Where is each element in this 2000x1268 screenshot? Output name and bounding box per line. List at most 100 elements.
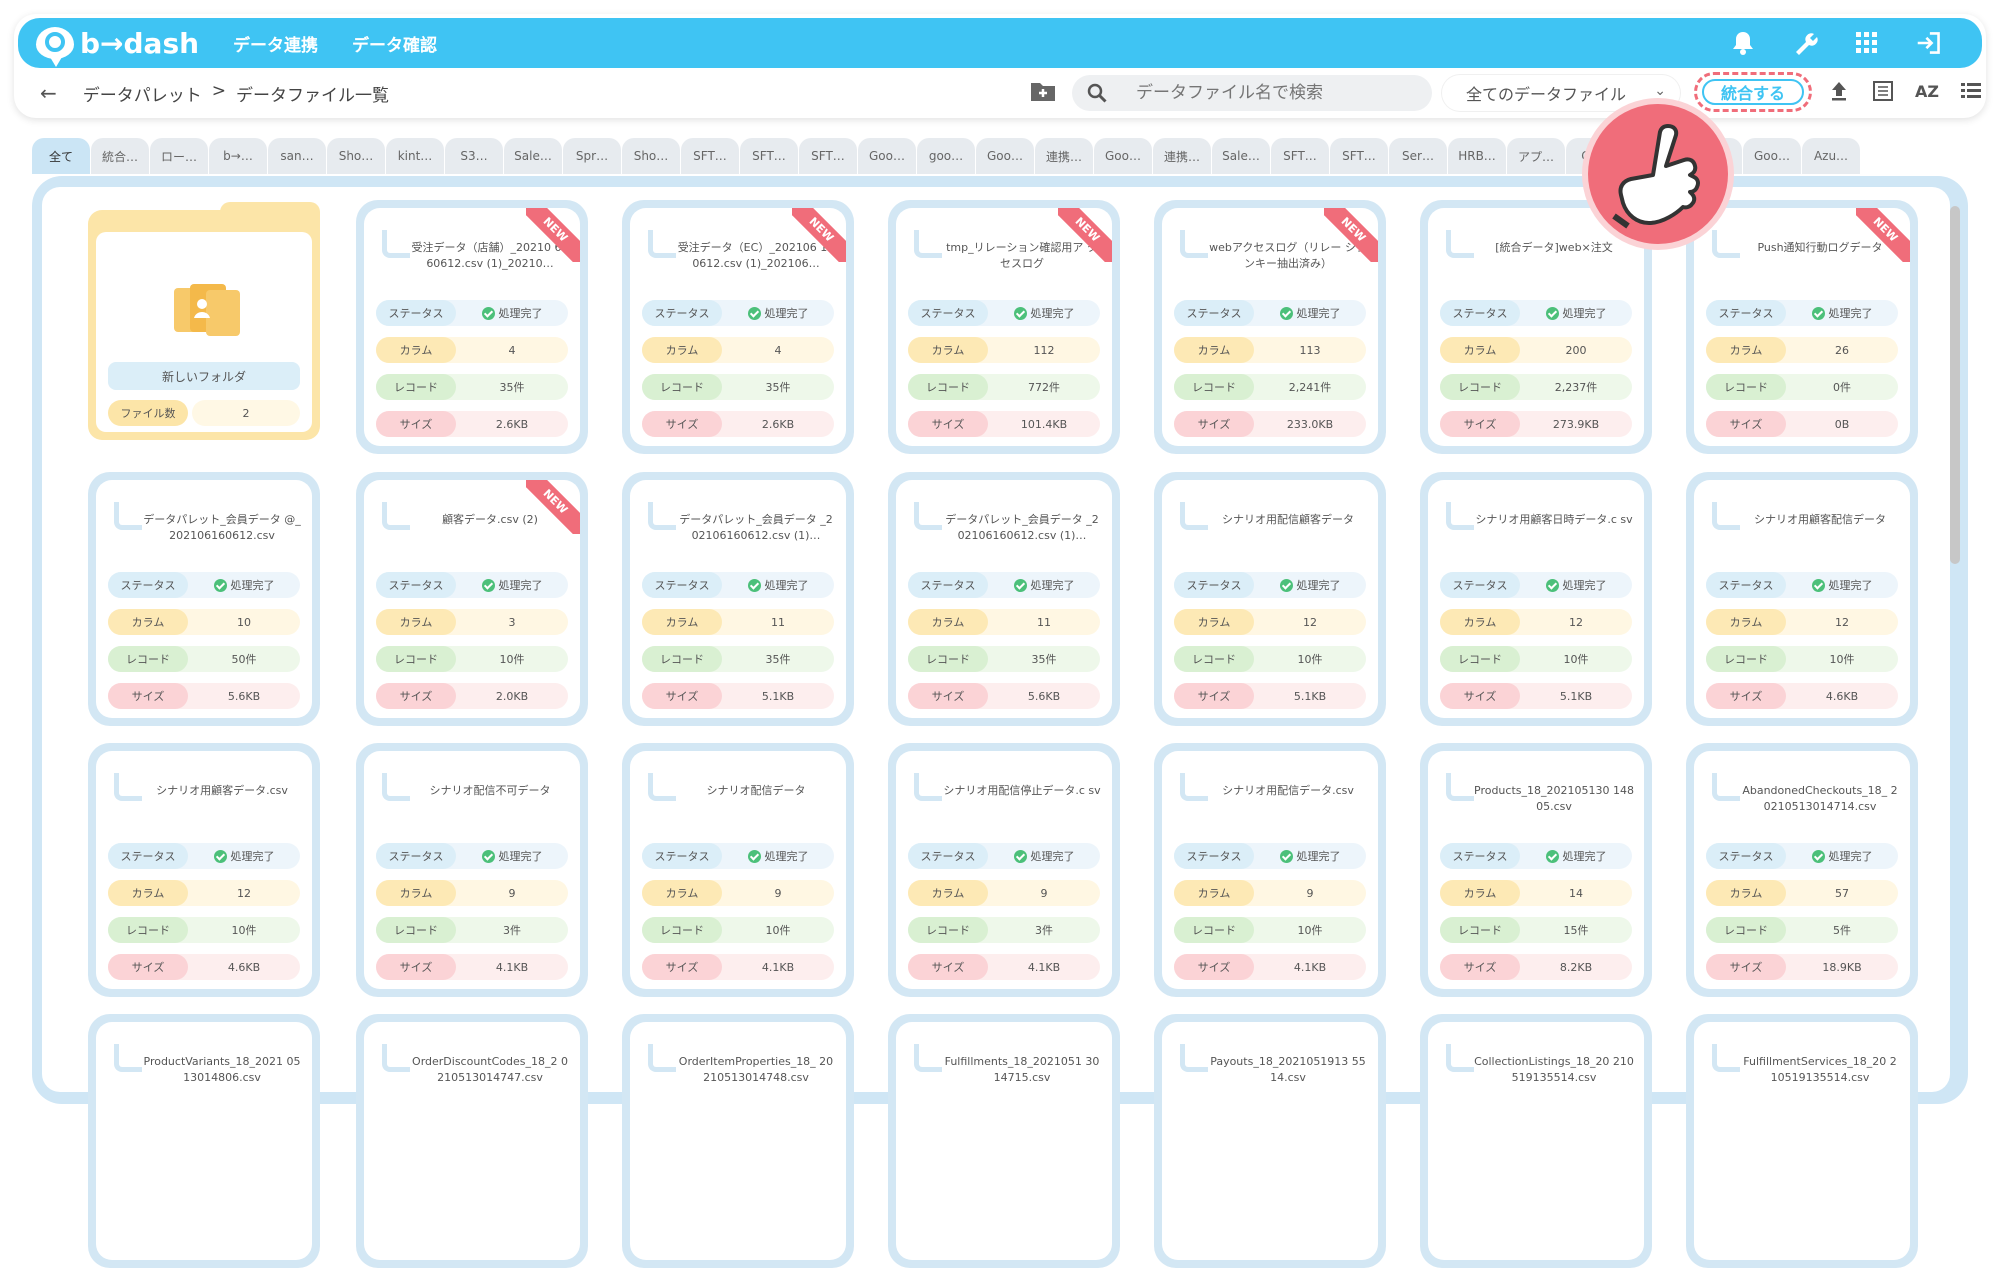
file-card[interactable]: OrderDiscountCodes_18_2 0210513014747.cs… <box>356 1014 588 1268</box>
file-card[interactable]: シナリオ配信不可データ ステータス 処理完了 カラム 9 レコード 3件 サイズ 4.1KB <box>356 743 588 997</box>
tab-source[interactable]: Sale… <box>1212 138 1270 174</box>
document-icon <box>114 1044 142 1072</box>
file-card[interactable]: AbandonedCheckouts_18_ 20210513014714.cs… <box>1686 743 1918 997</box>
tab-source[interactable]: Sale… <box>504 138 562 174</box>
bell-icon[interactable] <box>1730 30 1756 56</box>
tab-source[interactable]: Ser… <box>1389 138 1447 174</box>
arrow-left-icon[interactable]: ← <box>40 81 57 105</box>
document-icon <box>382 1044 410 1072</box>
tab-source[interactable]: SFT… <box>1330 138 1388 174</box>
tab-source[interactable]: 統合… <box>91 138 149 174</box>
folder-card[interactable]: 新しいフォルダ ファイル数 2 <box>88 202 320 440</box>
tab-source[interactable]: Goo… <box>1094 138 1152 174</box>
tab-source[interactable]: b→… <box>209 138 267 174</box>
tab-source[interactable]: Goo… <box>858 138 916 174</box>
sort-az-icon[interactable]: AZ <box>1915 81 1939 101</box>
status-value: 処理完了 <box>764 579 809 592</box>
tab-source[interactable]: Azu… <box>1802 138 1860 174</box>
file-card[interactable]: シナリオ用配信顧客データ ステータス 処理完了 カラム 12 レコード 10件 サイズ 5.1K… <box>1154 472 1386 726</box>
status-row: ステータス 処理完了 <box>642 572 834 598</box>
file-filter-select[interactable]: 全てのデータファイル ⌄ <box>1442 75 1680 111</box>
tab-source[interactable]: ロー… <box>150 138 208 174</box>
tab-source[interactable]: san… <box>268 138 326 174</box>
grid-icon[interactable] <box>1854 30 1880 56</box>
tab-source[interactable]: 連携… <box>1153 138 1211 174</box>
status-row: ステータス 処理完了 <box>1706 843 1898 869</box>
tab-source[interactable]: SFT… <box>681 138 739 174</box>
upload-icon[interactable] <box>1828 80 1850 102</box>
tab-source[interactable]: 全て <box>32 138 90 174</box>
file-card[interactable]: シナリオ用配信停止データ.c sv ステータス 処理完了 カラム 9 レコード 3件 サイズ 4… <box>888 743 1120 997</box>
file-card[interactable]: データパレット_会員データ _202106160612.csv (1)… ステータ… <box>622 472 854 726</box>
column-row: カラム 10 <box>108 609 300 635</box>
file-card[interactable]: Push通知行動ログデータ ステータス 処理完了 カラム 26 レコード 0件 サイズ 0B NE… <box>1686 200 1918 454</box>
list-view-icon[interactable] <box>1960 80 1982 102</box>
record-value: 10件 <box>1829 653 1855 666</box>
status-label: ステータス <box>1440 300 1520 326</box>
scrollbar-thumb[interactable] <box>1950 206 1960 564</box>
file-card[interactable]: 受注データ（店舗）_20210 6160612.csv (1)_20210… ステ… <box>356 200 588 454</box>
tab-source[interactable]: Sho… <box>622 138 680 174</box>
tab-source[interactable]: SFT… <box>799 138 857 174</box>
search-input[interactable] <box>1136 83 1416 103</box>
record-label: レコード <box>1706 917 1786 943</box>
file-title: CollectionListings_18_20 210519135514.cs… <box>1474 1055 1634 1084</box>
merge-button[interactable]: 統合する <box>1702 79 1804 105</box>
list-detail-icon[interactable] <box>1872 80 1894 102</box>
record-row: レコード 35件 <box>642 646 834 672</box>
tab-source[interactable]: S3… <box>445 138 503 174</box>
status-value: 処理完了 <box>1828 579 1873 592</box>
file-title: シナリオ用配信データ.csv <box>1222 784 1354 797</box>
logo[interactable]: b→dash <box>36 27 199 67</box>
file-card[interactable]: webアクセスログ（リレー ションキー抽出済み） ステータス 処理完了 カラム 113 レ… <box>1154 200 1386 454</box>
new-badge-text: NEW <box>1324 208 1378 262</box>
file-card[interactable]: [統合データ]web×注文 ステータス 処理完了 カラム 200 レコード 2,237件 サイ… <box>1420 200 1652 454</box>
size-label: サイズ <box>376 411 456 437</box>
tab-source[interactable]: SFT… <box>740 138 798 174</box>
file-card[interactable]: シナリオ配信データ ステータス 処理完了 カラム 9 レコード 10件 サイズ 4.1KB <box>622 743 854 997</box>
size-label: サイズ <box>642 411 722 437</box>
file-card[interactable]: データパレット_会員データ _202106160612.csv (1)… ステータ… <box>888 472 1120 726</box>
tab-source[interactable]: SFT… <box>1271 138 1329 174</box>
file-card[interactable]: ProductVariants_18_2021 0513014806.csv <box>88 1014 320 1268</box>
breadcrumb-parent[interactable]: データパレット <box>82 85 202 106</box>
file-card[interactable]: 顧客データ.csv (2) ステータス 処理完了 カラム 3 レコード 10件 サイズ 2.0K… <box>356 472 588 726</box>
file-title: webアクセスログ（リレー ションキー抽出済み） <box>1209 241 1367 270</box>
tab-source[interactable]: Goo… <box>976 138 1034 174</box>
file-title: ProductVariants_18_2021 0513014806.csv <box>143 1055 301 1084</box>
check-circle-icon <box>1013 849 1027 863</box>
file-card[interactable]: Products_18_202105130 14805.csv ステータス 処理完了… <box>1420 743 1652 997</box>
wrench-icon[interactable] <box>1792 30 1818 56</box>
file-card[interactable]: シナリオ用顧客データ.csv ステータス 処理完了 カラム 12 レコード 10件 サイズ 4.… <box>88 743 320 997</box>
file-card[interactable]: CollectionListings_18_20 210519135514.cs… <box>1420 1014 1652 1268</box>
status-label: ステータス <box>642 572 722 598</box>
size-value: 4.6KB <box>1825 689 1859 703</box>
tab-source[interactable]: Spr… <box>563 138 621 174</box>
file-card[interactable]: 受注データ（EC）_202106 160612.csv (1)_202106… ス… <box>622 200 854 454</box>
tab-source[interactable]: Sho… <box>327 138 385 174</box>
file-card[interactable]: データパレット_会員データ @_202106160612.csv ステータス 処理完… <box>88 472 320 726</box>
tab-source[interactable]: kint… <box>386 138 444 174</box>
file-card[interactable]: シナリオ用配信データ.csv ステータス 処理完了 カラム 9 レコード 10件 サイズ 4.1… <box>1154 743 1386 997</box>
file-card[interactable]: シナリオ用顧客日時データ.c sv ステータス 処理完了 カラム 12 レコード 10件 サイ… <box>1420 472 1652 726</box>
file-card[interactable]: tmp_リレーション確認用ア クセスログ ステータス 処理完了 カラム 112 レコード 7… <box>888 200 1120 454</box>
tab-source[interactable]: アプ… <box>1507 138 1565 174</box>
file-card[interactable]: FulfillmentServices_18_20 210519135514.c… <box>1686 1014 1918 1268</box>
record-value: 3件 <box>1035 924 1053 937</box>
tab-source[interactable]: 連携… <box>1035 138 1093 174</box>
check-circle-icon <box>481 578 495 592</box>
tab-source[interactable]: HRB… <box>1448 138 1506 174</box>
tab-source[interactable]: Goo… <box>1743 138 1801 174</box>
file-card[interactable]: OrderItemProperties_18_ 20210513014748.c… <box>622 1014 854 1268</box>
file-card[interactable]: Fulfillments_18_2021051 3014715.csv <box>888 1014 1120 1268</box>
status-row: ステータス 処理完了 <box>376 300 568 326</box>
file-card[interactable]: Payouts_18_2021051913 5514.csv <box>1154 1014 1386 1268</box>
file-card[interactable]: シナリオ用顧客配信データ ステータス 処理完了 カラム 12 レコード 10件 サイズ 4.6K… <box>1686 472 1918 726</box>
size-label: サイズ <box>376 954 456 980</box>
add-folder-icon[interactable] <box>1030 80 1056 102</box>
nav-data-integration[interactable]: データ連携 <box>233 35 319 56</box>
logout-icon[interactable] <box>1916 30 1942 56</box>
nav-data-check[interactable]: データ確認 <box>352 35 438 56</box>
tab-source[interactable]: goo… <box>917 138 975 174</box>
column-label: カラム <box>1706 880 1786 906</box>
